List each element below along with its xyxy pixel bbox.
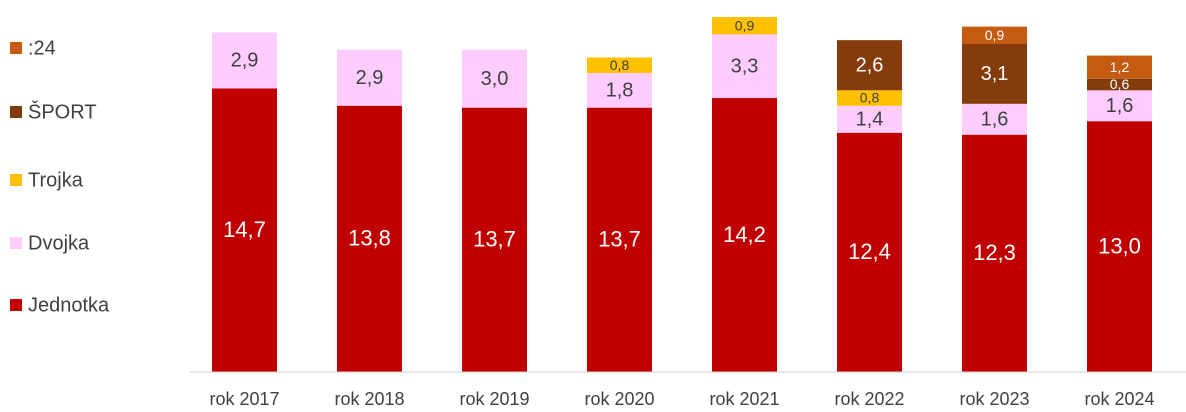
data-label: 0,6 (1110, 76, 1130, 92)
bar-segment (712, 34, 777, 99)
data-label: 3,3 (731, 55, 759, 77)
x-tick-label: rok 2017 (209, 389, 279, 409)
bar-segment (1087, 55, 1152, 79)
legend-swatch (10, 106, 22, 118)
bar-segment (712, 17, 777, 35)
data-label: 0,9 (985, 27, 1005, 43)
data-label: 14,2 (723, 222, 766, 247)
data-label: 0,8 (860, 90, 880, 106)
x-tick-label: rok 2023 (959, 389, 1029, 409)
bar-segment (337, 49, 402, 106)
bar-segment (462, 107, 527, 372)
bar-segment (462, 49, 527, 108)
bar-segment (837, 105, 902, 133)
legend-label: :24 (28, 37, 56, 59)
bar-segment (962, 103, 1027, 135)
x-tick-label: rok 2018 (334, 389, 404, 409)
bar-segment (837, 90, 902, 106)
bar-segment (962, 26, 1027, 45)
legend-swatch (10, 237, 22, 249)
legend-label: Trojka (28, 169, 84, 191)
x-tick-label: rok 2024 (1084, 389, 1154, 409)
bar-segment (962, 44, 1027, 104)
data-label: 12,4 (848, 239, 891, 264)
data-label: 2,6 (856, 55, 884, 77)
bar-segment (337, 105, 402, 372)
data-label: 1,2 (1110, 59, 1130, 75)
bar-segment (212, 32, 277, 89)
data-label: 2,9 (231, 50, 259, 72)
data-label: 3,0 (481, 68, 509, 90)
legend-label: ŠPORT (28, 100, 97, 123)
bar-segment (962, 134, 1027, 372)
data-label: 1,4 (856, 109, 884, 131)
data-label: 13,7 (473, 227, 516, 252)
bar-segment (587, 72, 652, 108)
data-label: 0,8 (610, 57, 630, 73)
data-label: 14,7 (223, 217, 266, 242)
data-label: 3,1 (981, 63, 1009, 85)
legend-swatch (10, 42, 22, 54)
data-label: 1,6 (981, 109, 1009, 131)
x-tick-label: rok 2020 (584, 389, 654, 409)
data-label: 13,8 (348, 226, 391, 251)
x-tick-label: rok 2022 (834, 389, 904, 409)
legend-label: Dvojka (28, 232, 90, 254)
bar-segment (1087, 78, 1152, 91)
bar-segment (1087, 121, 1152, 372)
legend-swatch (10, 299, 22, 311)
x-tick-label: rok 2021 (709, 389, 779, 409)
bar-segment (837, 132, 902, 372)
data-label: 13,0 (1098, 233, 1141, 258)
data-label: 1,6 (1106, 95, 1134, 117)
bar-segment (1087, 90, 1152, 122)
legend-label: Jednotka (28, 294, 110, 316)
data-label: 0,9 (735, 17, 755, 33)
bar-segment (712, 98, 777, 373)
bar-segment (587, 57, 652, 73)
x-tick-label: rok 2019 (459, 389, 529, 409)
bar-segment (212, 88, 277, 373)
bar-segment (837, 40, 902, 91)
data-label: 2,9 (356, 67, 384, 89)
legend-swatch (10, 174, 22, 186)
data-label: 12,3 (973, 240, 1016, 265)
bar-segment (587, 107, 652, 372)
data-label: 1,8 (606, 80, 634, 102)
data-label: 13,7 (598, 227, 641, 252)
